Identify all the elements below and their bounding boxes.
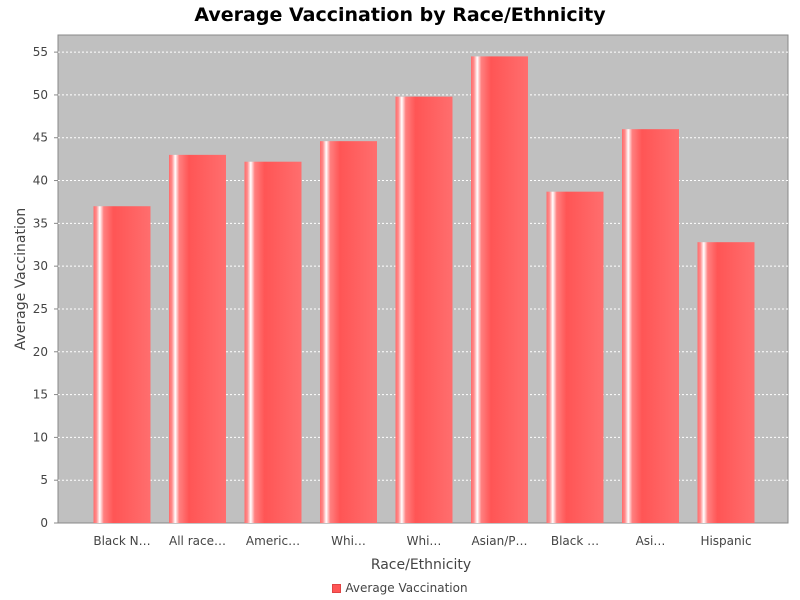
bar [169,154,226,523]
bar [320,141,377,523]
x-axis-ticks: Black N… All race… Americ… Whi… Whi… Asian/P…… [93,534,751,548]
bar [546,191,604,523]
x-axis-title: Race/Ethnicity [371,557,471,573]
y-tick-label: 50 [33,88,48,102]
x-tick-label: Black … [551,534,599,548]
bars-group [93,56,755,524]
bar [622,129,679,523]
x-tick-label: All race… [169,534,226,548]
x-tick-label: Hispanic [700,534,751,548]
bar [93,206,151,523]
bar [697,242,755,523]
legend-label: Average Vaccination [345,581,468,595]
y-axis-ticks: 0 5 10 15 20 25 30 35 40 45 50 55 [33,45,58,530]
y-tick-label: 55 [33,45,48,59]
y-tick-label: 20 [33,345,48,359]
legend: Average Vaccination [0,581,800,595]
y-tick-label: 25 [33,302,48,316]
chart-title: Average Vaccination by Race/Ethnicity [194,4,606,26]
x-tick-label: Asi… [636,534,666,548]
y-tick-label: 0 [40,516,48,530]
y-tick-label: 5 [40,473,48,487]
x-tick-label: Whi… [407,534,442,548]
bar [244,161,302,523]
y-tick-label: 10 [33,430,48,444]
y-tick-label: 15 [33,388,48,402]
x-tick-label: Asian/P… [471,534,527,548]
y-tick-label: 30 [33,259,48,273]
y-tick-label: 35 [33,216,48,230]
y-axis-title: Average Vaccination [13,208,29,351]
y-tick-label: 45 [33,131,48,145]
x-tick-label: Americ… [246,534,300,548]
x-tick-label: Black N… [93,534,150,548]
bar [395,96,453,524]
bar [471,56,528,524]
legend-swatch [332,583,342,593]
y-tick-label: 40 [33,174,48,188]
x-tick-label: Whi… [331,534,366,548]
